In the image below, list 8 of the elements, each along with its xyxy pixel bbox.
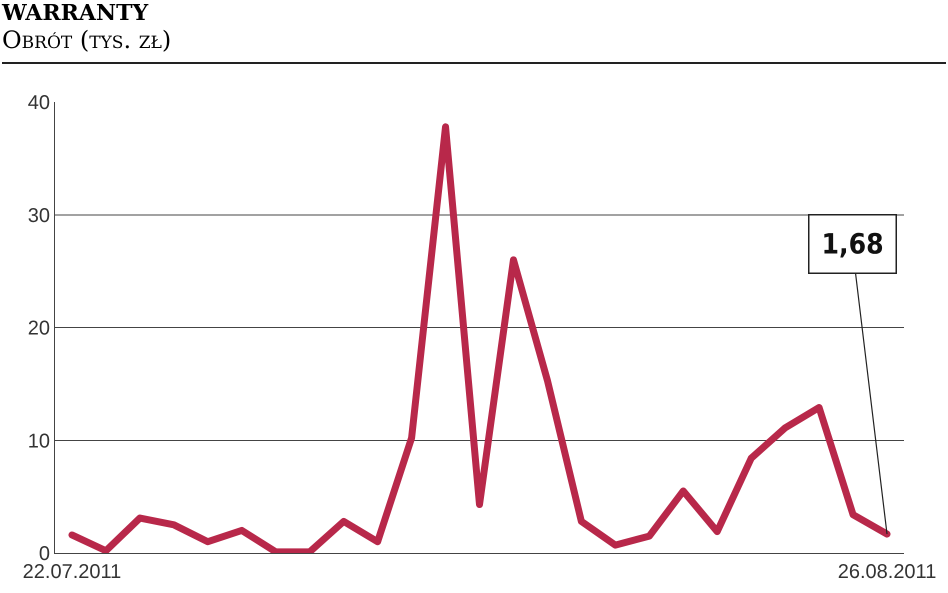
chart-subtitle: Obrót (tys. zł) [2, 26, 172, 54]
y-tick-label: 40 [28, 92, 50, 114]
annotation: 1,68 [822, 228, 884, 260]
y-tick-label: 20 [28, 318, 50, 340]
x-tick-label: 26.08.2011 [838, 561, 936, 583]
y-tick-label: 10 [28, 430, 50, 452]
y-tick-label: 30 [28, 204, 50, 227]
chart-title: WARRANTY [2, 0, 150, 26]
